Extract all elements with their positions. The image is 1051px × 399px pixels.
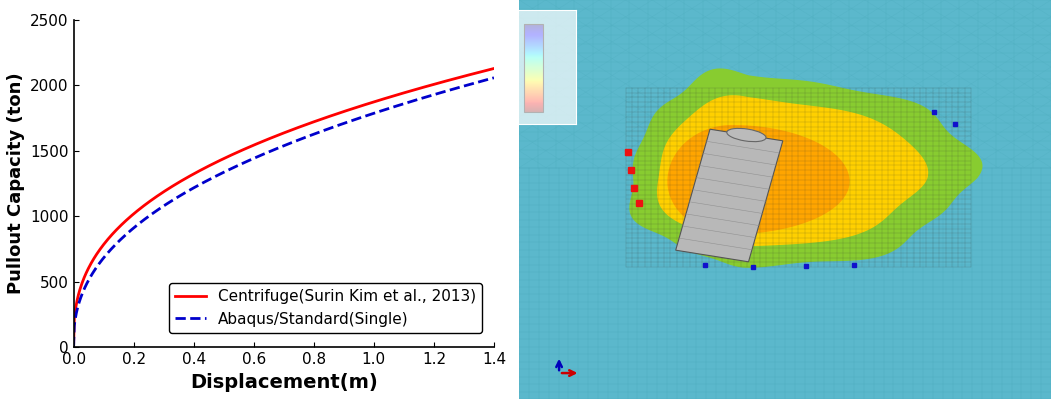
Polygon shape xyxy=(668,126,849,233)
Legend: Centrifuge(Surin Kim et al., 2013), Abaqus/Standard(Single): Centrifuge(Surin Kim et al., 2013), Abaq… xyxy=(169,283,482,333)
Y-axis label: Pullout Capacity (ton): Pullout Capacity (ton) xyxy=(6,73,24,294)
Ellipse shape xyxy=(727,128,766,142)
Polygon shape xyxy=(676,129,783,262)
Polygon shape xyxy=(658,96,927,245)
X-axis label: Displacement(m): Displacement(m) xyxy=(190,373,377,391)
Polygon shape xyxy=(630,69,982,267)
